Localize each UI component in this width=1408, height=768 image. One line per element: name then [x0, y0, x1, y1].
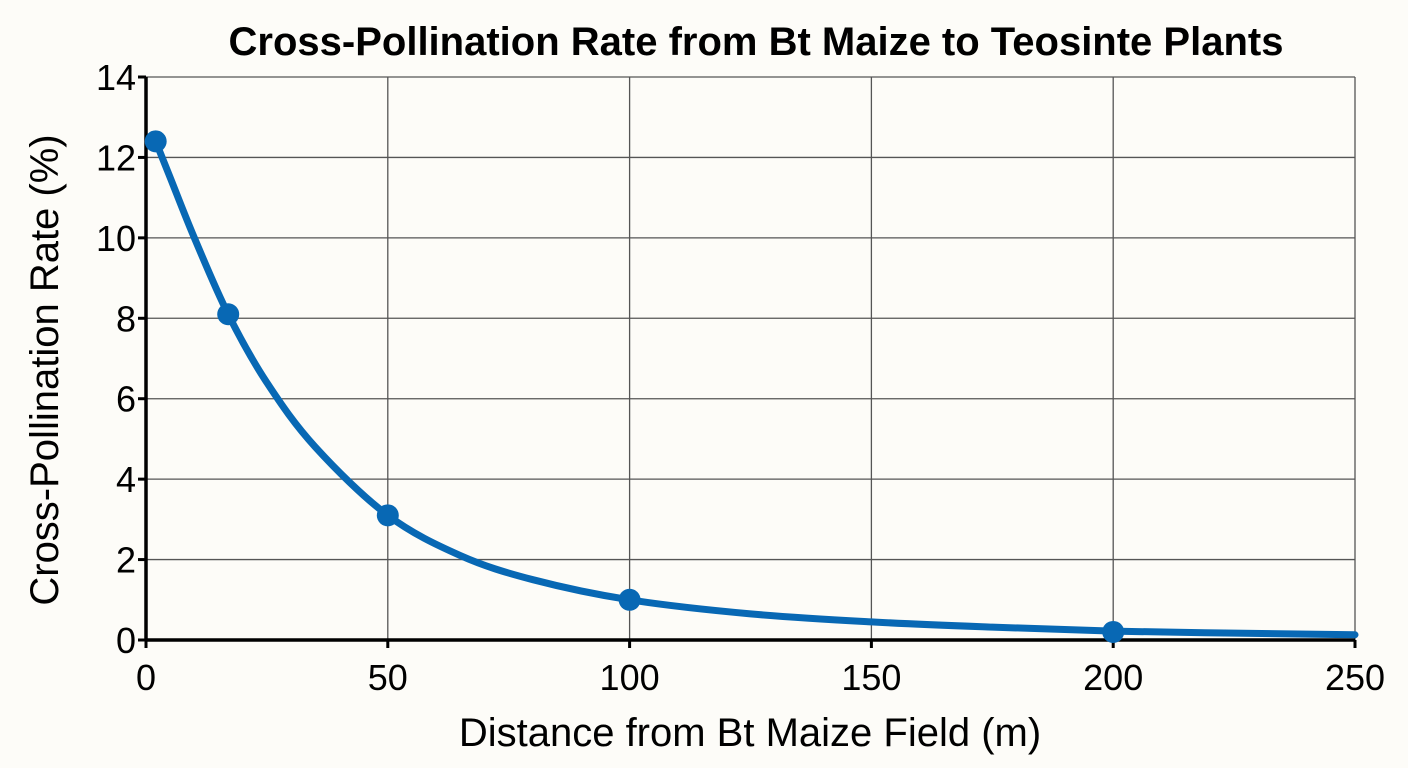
y-tick-label: 0	[116, 620, 136, 661]
data-point	[217, 303, 240, 326]
data-point	[618, 588, 641, 611]
x-tick-label: 200	[1083, 657, 1143, 698]
x-tick-label: 100	[600, 657, 660, 698]
chart-title: Cross-Pollination Rate from Bt Maize to …	[229, 20, 1284, 64]
y-tick-label: 2	[116, 540, 136, 581]
data-point	[376, 504, 399, 527]
y-tick-label: 14	[96, 57, 136, 98]
y-tick-label: 12	[96, 137, 136, 178]
grid-lines	[146, 76, 1356, 640]
data-point	[144, 130, 167, 153]
series-line	[152, 137, 1359, 639]
y-tick-label: 6	[116, 379, 136, 420]
y-tick-label: 8	[116, 298, 136, 339]
ticks: 0 50 100 150 200 250 0 2 4 6 8 10 12 14	[96, 57, 1385, 698]
y-axis-label: Cross-Pollination Rate (%)	[23, 134, 67, 605]
x-tick-label: 50	[368, 657, 408, 698]
y-tick-label: 10	[96, 218, 136, 259]
data-point	[1102, 620, 1125, 643]
x-tick-label: 250	[1325, 657, 1385, 698]
x-tick-label: 0	[136, 657, 156, 698]
y-tick-label: 4	[116, 459, 136, 500]
x-axis-label: Distance from Bt Maize Field (m)	[459, 711, 1041, 755]
x-tick-label: 150	[841, 657, 901, 698]
axes	[144, 77, 1355, 642]
series	[144, 130, 1359, 643]
